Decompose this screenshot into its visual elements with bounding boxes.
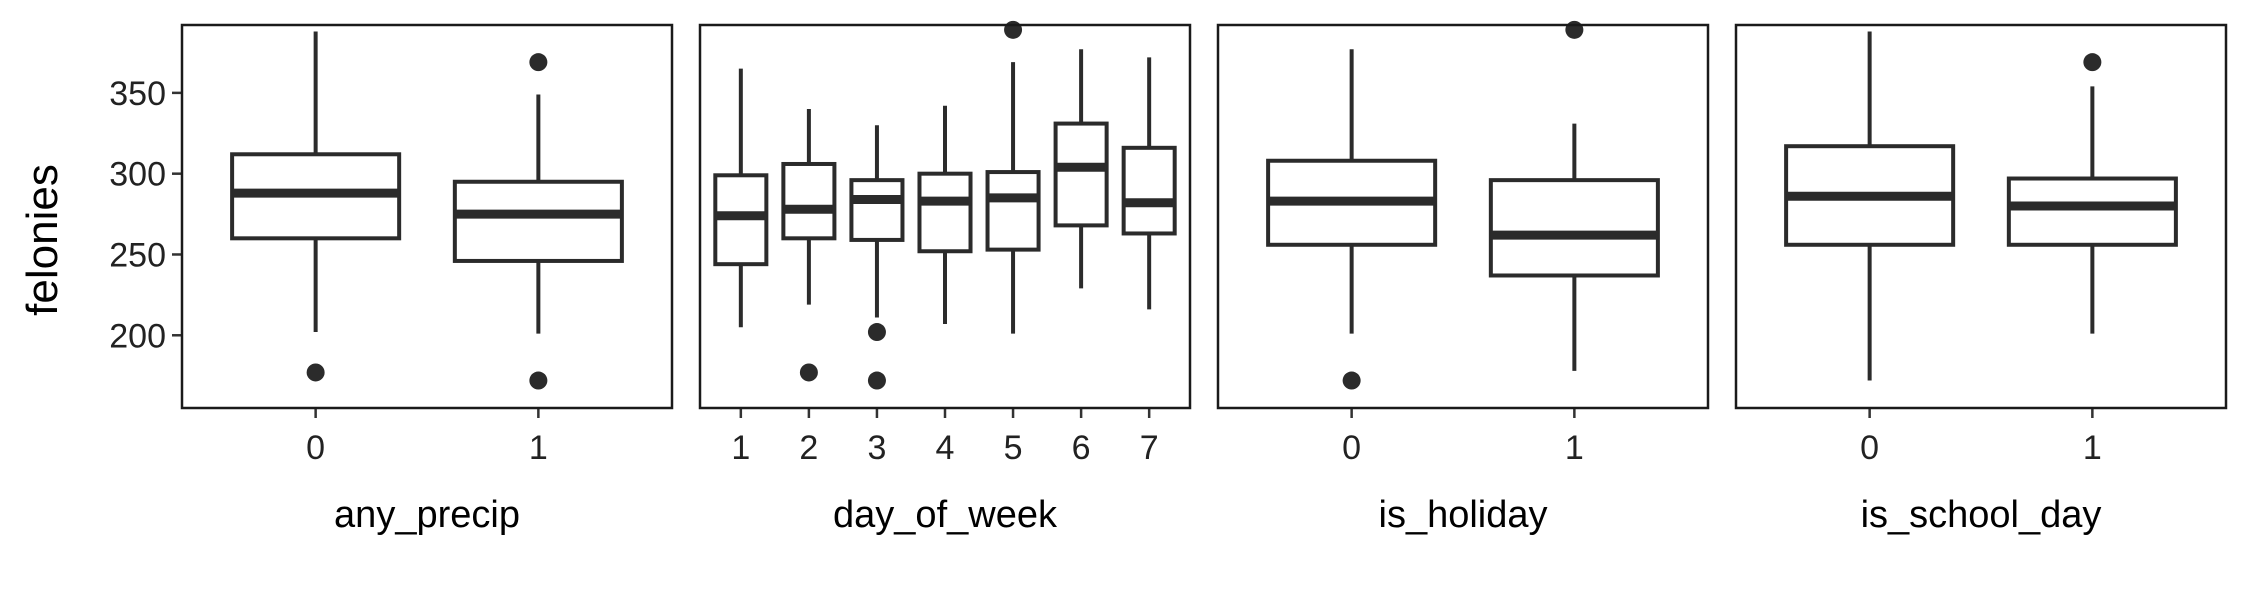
x-tick-label: 0: [1342, 429, 1361, 467]
y-tick-label: 300: [109, 156, 166, 194]
outlier-point: [1342, 371, 1361, 390]
outlier-point: [1004, 20, 1023, 39]
outlier-point: [867, 371, 886, 390]
y-tick-label: 350: [109, 75, 166, 113]
iqr-box: [1053, 121, 1109, 228]
panel-is-holiday: 0 1 is_holiday: [1216, 20, 1710, 536]
panel-border: [1734, 23, 2228, 410]
y-axis: 200 250 300 350: [109, 75, 182, 355]
iqr-box: [849, 178, 905, 242]
x-axis-title: any_precip: [334, 494, 520, 536]
x-tick-label: 1: [1565, 429, 1584, 467]
box-day-of-week-1: [713, 68, 769, 328]
y-axis-title: felonies: [18, 164, 67, 316]
x-tick-label: 0: [306, 429, 325, 467]
x-tick-label: 0: [1860, 429, 1879, 467]
panel-day-of-week: 1 2 3 4 5 6 7 day_of_week: [698, 20, 1192, 536]
box-day-of-week-6: [1053, 49, 1109, 289]
iqr-box: [1121, 145, 1177, 236]
panel-border: [180, 23, 674, 410]
x-tick-label: 5: [1004, 429, 1023, 467]
iqr-box: [2006, 176, 2178, 247]
x-tick-label: 1: [529, 429, 548, 467]
outlier-point: [867, 323, 886, 342]
box-day-of-week-2: [781, 109, 837, 382]
iqr-box: [452, 179, 624, 263]
y-tick-label: 250: [109, 236, 166, 274]
box-day-of-week-5: [985, 20, 1041, 334]
x-tick-label: 6: [1072, 429, 1091, 467]
x-tick-label: 2: [799, 429, 818, 467]
x-tick-label: 4: [936, 429, 955, 467]
iqr-box: [985, 170, 1041, 252]
x-tick-label: 3: [867, 429, 886, 467]
box-day-of-week-4: [917, 105, 973, 324]
outlier-point: [1565, 20, 1584, 39]
x-tick-label: 1: [2083, 429, 2102, 467]
outlier-point: [2083, 53, 2102, 72]
box-is-school-day-0: [1784, 31, 1956, 381]
iqr-box: [1488, 178, 1660, 278]
panel-border: [1216, 23, 1710, 410]
box-is-holiday-1: [1488, 20, 1660, 371]
box-day-of-week-3: [849, 125, 905, 390]
iqr-box: [917, 171, 973, 254]
x-axis-title: day_of_week: [833, 494, 1058, 536]
y-tick-label: 200: [109, 317, 166, 355]
box-day-of-week-7: [1121, 57, 1177, 310]
panel-border: [698, 23, 1192, 410]
box-is-school-day-1: [2006, 53, 2178, 334]
x-tick-label: 1: [731, 429, 750, 467]
outlier-point: [529, 53, 548, 72]
x-axis-title: is_school_day: [1861, 494, 2102, 536]
outlier-point: [799, 363, 818, 382]
box-is-holiday-0: [1266, 49, 1438, 390]
panel-is-school-day: 0 1 is_school_day: [1734, 23, 2228, 536]
box-any-precip-0: [230, 31, 402, 382]
outlier-point: [306, 363, 325, 382]
x-axis-title: is_holiday: [1379, 494, 1548, 536]
box-any-precip-1: [452, 53, 624, 390]
iqr-box: [781, 161, 837, 241]
outlier-point: [529, 371, 548, 390]
x-tick-label: 7: [1140, 429, 1159, 467]
